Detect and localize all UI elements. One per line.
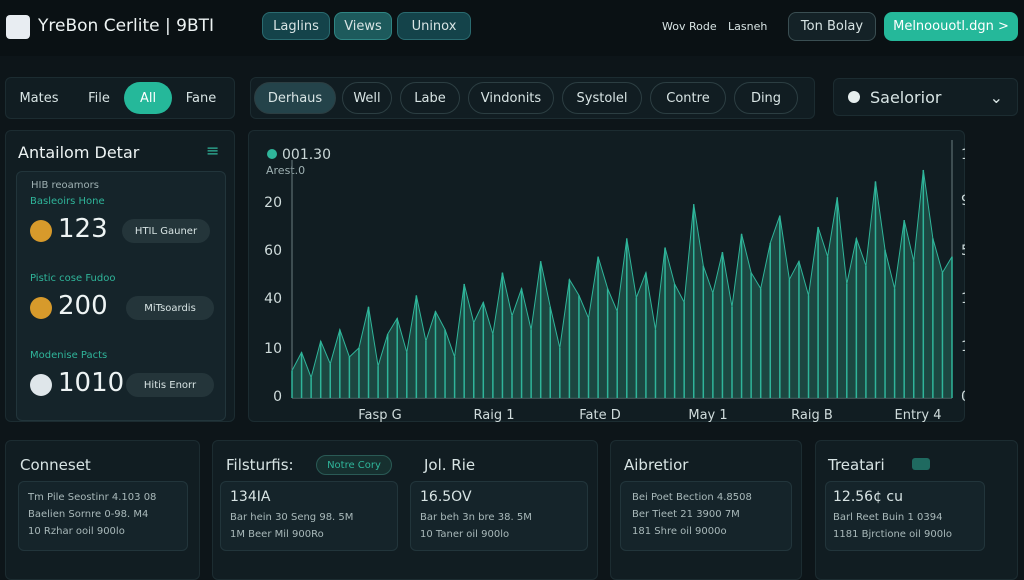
text-line: Ber Tieet 21 3900 7M <box>632 509 740 520</box>
filter-tab[interactable]: Labe <box>400 82 460 114</box>
card <box>825 481 985 551</box>
chart-title: 001.30 <box>282 147 331 163</box>
line <box>291 169 953 380</box>
text-line: Bar hein 30 Seng 98. 5M <box>230 512 354 523</box>
tab[interactable]: Laglins <box>262 12 330 40</box>
text-line: 10 Rzhar ooil 900lo <box>28 526 125 537</box>
area <box>292 170 952 398</box>
logo: YreBon Cerlite | 9BTI <box>38 16 215 36</box>
logo-icon <box>6 15 30 39</box>
tab[interactable]: Uninox <box>397 12 471 40</box>
side-subtitle: HIB reoamors <box>31 180 99 191</box>
link[interactable]: Lasneh <box>728 20 768 33</box>
x-tick-label: Fasp G <box>358 408 401 422</box>
card <box>18 481 188 551</box>
filter-tab[interactable]: Vindonits <box>468 82 554 114</box>
y-tick-label: 20 <box>264 195 282 211</box>
item-action[interactable]: HTIL Gauner <box>122 219 210 243</box>
text-line: Barl Reet Buin 1 0394 <box>833 512 943 523</box>
select-label: Saelorior <box>870 87 942 107</box>
side-panel: Antailom Detar ≡ HIB reoamors <box>5 130 235 422</box>
card <box>410 481 588 551</box>
text-line: 1M Beer Mil 900Ro <box>230 529 324 540</box>
x-tick-label: Entry 4 <box>895 408 942 422</box>
y2-tick-label: 0 <box>961 389 965 405</box>
panel-title: Antailom Detar <box>18 143 140 162</box>
item-value: 123 <box>58 214 108 244</box>
panel-title: Filsturfis: <box>226 456 294 474</box>
item-icon <box>30 374 52 396</box>
card <box>220 481 398 551</box>
x-tick-label: Raig B <box>791 408 833 422</box>
x-tick-label: May 1 <box>688 408 727 422</box>
cta-button[interactable]: Melnoouotl.dgn > <box>884 12 1018 41</box>
y2-tick-label: 10.22 <box>961 339 965 355</box>
filter-tab[interactable]: Systolel <box>562 82 642 114</box>
y-tick-label: 60 <box>264 243 282 259</box>
tab[interactable]: Views <box>334 12 392 40</box>
y-tick-label: 40 <box>264 291 282 307</box>
select[interactable]: Saelorior ⌄ <box>833 78 1018 116</box>
filter-tab[interactable]: File <box>88 90 110 106</box>
card-value: 134IA <box>230 489 271 505</box>
link[interactable]: Wov Rode <box>662 20 717 33</box>
item-icon <box>30 297 52 319</box>
y2-tick-label: 97.12 <box>961 193 965 209</box>
panel-title: Treatari <box>828 456 885 474</box>
filter-tab[interactable]: Ding <box>734 82 798 114</box>
text-line: 1181 Bjrctione oil 900lo <box>833 529 952 540</box>
x-tick-label: Fate D <box>579 408 621 422</box>
text-line: Tm Pile Seostinr 4.103 08 <box>28 492 157 503</box>
filter-tab[interactable]: Well <box>342 82 392 114</box>
item-action[interactable]: Hitis Enorr <box>126 373 214 397</box>
top-bar: YreBon Cerlite | 9BTI Laglins Views Unin… <box>0 0 1024 56</box>
legend-dot <box>267 149 277 159</box>
filter-tab[interactable]: Contre <box>650 82 726 114</box>
button[interactable]: Ton Bolay <box>788 12 876 41</box>
chevron: ⌄ <box>989 87 1003 107</box>
filter-group <box>5 77 235 119</box>
card <box>620 481 792 551</box>
text-line: Bei Poet Bection 4.8508 <box>632 492 752 503</box>
icon[interactable] <box>912 458 930 470</box>
item-value: 200 <box>58 291 108 321</box>
item-icon <box>30 220 52 242</box>
text-line: Bar beh 3n bre 38. 5M <box>420 512 532 523</box>
chart: 001.30 Arest.0 20 60 40 10 0 11.55 97.12 57.61 1… <box>264 140 965 422</box>
y2-tick-label: 11.55 <box>961 147 965 163</box>
y-tick-label: 10 <box>264 341 282 357</box>
item-label: Basleoirs Hone <box>30 196 105 207</box>
text-line: 10 Taner oil 900lo <box>420 529 510 540</box>
item-value: 1010 <box>58 368 125 398</box>
panel-title: Aibretior <box>624 456 689 474</box>
menu-icon[interactable]: ≡ <box>206 141 220 160</box>
filter-tab[interactable]: Fane <box>185 90 217 106</box>
filter-tab[interactable]: Derhaus <box>254 82 336 114</box>
item-label: Pistic cose Fudoo <box>30 273 116 284</box>
filter-tab[interactable]: Mates <box>19 90 59 106</box>
filter-tab[interactable]: All <box>124 82 172 114</box>
badge[interactable]: Notre Cory <box>316 455 392 475</box>
y2-tick-label: 10.23 <box>961 291 965 307</box>
panel-title: Conneset <box>20 456 91 474</box>
item-action[interactable]: MiTsoardis <box>126 296 214 320</box>
card-value: 12.56¢ cu <box>833 489 904 505</box>
panel-title: Jol. Rie <box>424 456 476 474</box>
y-tick-label: 0 <box>273 389 282 405</box>
card-value: 16.5OV <box>420 489 472 505</box>
text-line: 181 Shre oil 9000o <box>632 526 727 537</box>
chart-subtitle: Arest.0 <box>266 164 305 177</box>
select-icon <box>848 91 860 103</box>
item-label: Modenise Pacts <box>30 350 108 361</box>
x-tick-label: Raig 1 <box>474 408 515 422</box>
y2-tick-label: 57.61 <box>961 243 965 259</box>
text-line: Baelien Sornre 0-98. M4 <box>28 509 149 520</box>
